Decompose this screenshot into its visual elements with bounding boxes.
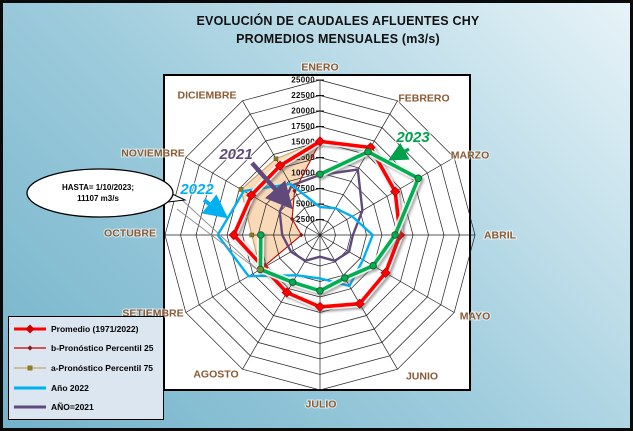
month-label-marzo: MARZO <box>451 150 490 162</box>
series-line-2022 <box>216 182 374 288</box>
month-label-octubre: OCTUBRE <box>104 228 156 240</box>
legend-marker-percentil75-icon <box>14 365 46 371</box>
chart-title-line1: EVOLUCIÓN DE CAUDALES AFLUENTES CHY <box>196 14 480 28</box>
radial-tick-label: 22500 <box>291 91 315 100</box>
radial-tick-label: 7500 <box>296 184 315 193</box>
legend-item-ano2022: Año 2022 <box>12 379 160 397</box>
legend-item-percentil75: a-Pronóstico Percentil 75 <box>12 359 160 377</box>
callout-bubble: HASTA= 1/10/2023; 11107 m3/s <box>26 168 260 272</box>
legend-marker-percentil25-icon <box>14 345 46 351</box>
annotation-label-2022: 2022 <box>179 181 214 198</box>
radial-tick-label: 10000 <box>291 169 315 178</box>
month-label-agosto: AGOSTO <box>193 369 238 381</box>
legend-label: Año 2022 <box>51 382 89 393</box>
month-label-abril: ABRIL <box>484 230 517 242</box>
annotation-arrow-2022 <box>201 194 229 219</box>
legend-label: Promedio (1971/2022) <box>51 323 139 334</box>
series-line-2021 <box>278 168 364 262</box>
month-label-mayo: MAYO <box>460 311 491 323</box>
radial-tick-label: 15000 <box>291 138 315 147</box>
legend-item-promedio: Promedio (1971/2022) <box>12 320 160 338</box>
radial-tick-label: 2500 <box>296 215 315 224</box>
annotation-arrow-2023 <box>388 142 410 161</box>
annotation-arrow-2021 <box>250 161 293 210</box>
month-label-noviembre: NOVIEMBRE <box>121 148 185 160</box>
legend-marker-ano2022-icon <box>14 386 46 390</box>
legend-label: b-Pronóstico Percentil 25 <box>51 343 154 354</box>
month-label-diciembre: DICIEMBRE <box>178 90 237 102</box>
annotation-label-2023: 2023 <box>395 129 430 146</box>
legend-label: AÑO=2021 <box>51 402 94 413</box>
month-label-febrero: FEBRERO <box>398 93 449 105</box>
callout-line2: 11107 m3/s <box>77 194 119 203</box>
radial-tick-label: 25000 <box>291 76 315 85</box>
annotation-label-2021: 2021 <box>218 146 252 163</box>
month-label-junio: JUNIO <box>406 371 438 383</box>
chart-title-line2: PROMEDIOS MENSUALES (m3/s) <box>236 32 440 47</box>
callout-line1: HASTA= 1/10/2023; <box>62 183 134 192</box>
legend-item-percentil25: b-Pronóstico Percentil 25 <box>12 339 160 357</box>
radial-tick-label: 20000 <box>291 107 315 116</box>
series-2023 <box>256 147 423 295</box>
legend-item-ano2021: AÑO=2021 <box>12 398 160 416</box>
radial-tick-label: 17500 <box>291 122 315 131</box>
chart-title: EVOLUCIÓN DE CAUDALES AFLUENTES CHY PROM… <box>153 12 523 48</box>
legend: Promedio (1971/2022) b-Pronóstico Percen… <box>8 316 164 420</box>
month-label-enero: ENERO <box>301 62 338 74</box>
legend-marker-ano2021-icon <box>14 405 46 409</box>
legend-marker-promedio-icon <box>14 324 46 334</box>
radial-tick-label: 5000 <box>296 200 315 209</box>
month-label-julio: JULIO <box>306 399 337 411</box>
legend-label: a-Pronóstico Percentil 75 <box>51 362 154 373</box>
radar-chart: 2500 5000 7500 10000 12500 15000 17500 20000 225… <box>26 61 518 412</box>
radial-tick-label: 12500 <box>291 153 315 162</box>
